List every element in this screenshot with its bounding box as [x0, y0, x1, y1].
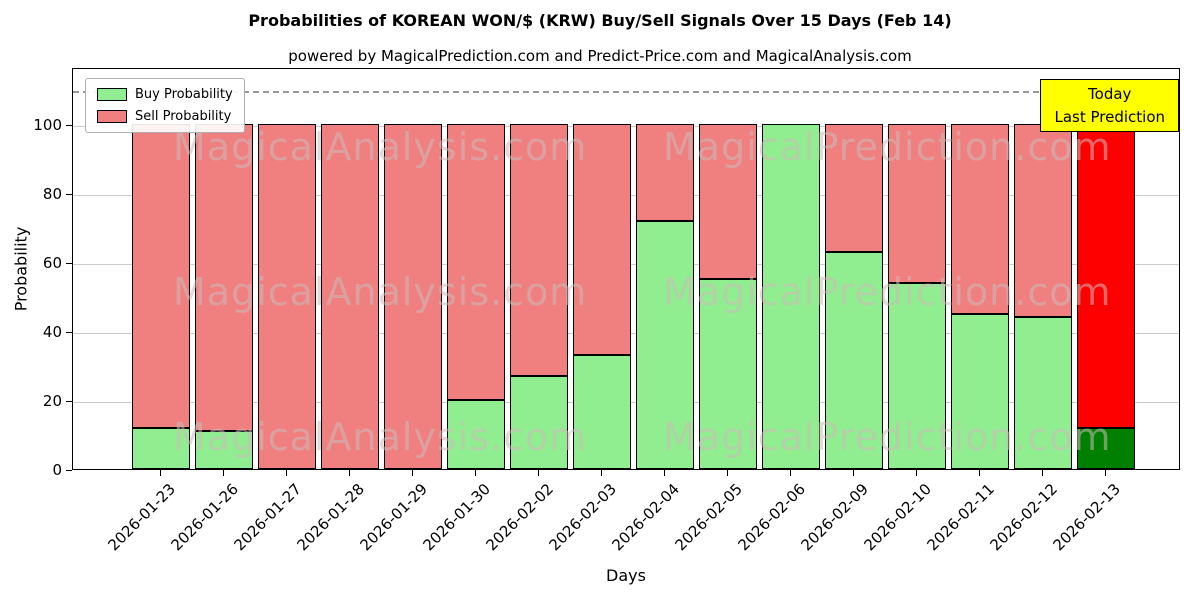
x-tick-mark	[979, 470, 980, 476]
x-tick-label-text: 2026-02-12	[986, 480, 1061, 555]
legend-item-sell: Sell Probability	[97, 109, 233, 124]
y-axis-label: Probability	[11, 226, 31, 312]
bar-segment	[951, 313, 1009, 469]
legend-item-buy: Buy Probability	[97, 87, 233, 102]
bar-segment	[258, 123, 316, 469]
bar-segment	[132, 427, 190, 469]
x-tick-mark	[223, 470, 224, 476]
buy-color-swatch	[97, 88, 127, 101]
y-tick-label: 100	[33, 115, 62, 134]
x-tick-label-text: 2026-02-03	[545, 480, 620, 555]
x-tick-mark	[790, 470, 791, 476]
x-axis-label: Days	[606, 566, 646, 585]
watermark-text: MagicalPrediction.com	[663, 415, 1112, 459]
chart-subtitle: powered by MagicalPrediction.com and Pre…	[288, 47, 912, 65]
x-tick-mark	[286, 470, 287, 476]
x-tick-label-text: 2026-02-13	[1049, 480, 1124, 555]
bar-segment	[510, 375, 568, 469]
bar-segment	[888, 123, 946, 283]
bar-segment	[1014, 317, 1072, 469]
y-tick-label: 40	[42, 322, 62, 341]
x-tick-label-text: 2026-01-26	[167, 480, 242, 555]
x-tick-label-text: 2026-02-06	[734, 480, 809, 555]
x-tick-label-text: 2026-01-27	[230, 480, 305, 555]
y-tick-mark	[66, 193, 72, 195]
legend-label-sell: Sell Probability	[135, 109, 232, 124]
watermark-text: MagicalAnalysis.com	[173, 270, 588, 314]
chart-title: Probabilities of KOREAN WON/$ (KRW) Buy/…	[248, 11, 952, 30]
x-tick-mark	[538, 470, 539, 476]
x-tick-label-text: 2026-02-02	[482, 480, 557, 555]
bar-segment	[195, 123, 253, 432]
x-tick-label-text: 2026-02-10	[860, 480, 935, 555]
watermark-text: MagicalPrediction.com	[663, 125, 1112, 169]
x-tick-mark	[475, 470, 476, 476]
bar-segment	[636, 220, 694, 469]
x-tick-mark	[160, 470, 161, 476]
y-tick-mark	[66, 262, 72, 264]
x-tick-mark	[916, 470, 917, 476]
bar-segment	[636, 123, 694, 221]
bar-segment	[951, 123, 1009, 314]
bar-segment	[510, 123, 568, 376]
y-tick-mark	[66, 124, 72, 126]
bar-segment	[1077, 123, 1135, 428]
bar-segment	[1014, 123, 1072, 318]
bar-segment	[447, 400, 505, 469]
bar-segment	[573, 123, 631, 356]
y-tick-label: 0	[52, 461, 62, 479]
y-tick-label: 60	[42, 253, 62, 272]
bar-segment	[195, 431, 253, 469]
bar-segment	[888, 282, 946, 469]
y-tick-label: 80	[42, 184, 62, 203]
x-tick-mark	[853, 470, 854, 476]
x-tick-mark	[727, 470, 728, 476]
x-tick-mark	[601, 470, 602, 476]
today-annotation-line1: Today	[1088, 85, 1132, 103]
x-tick-mark	[412, 470, 413, 476]
today-annotation-box: Today Last Prediction	[1040, 79, 1179, 132]
watermark-text: MagicalAnalysis.com	[173, 415, 588, 459]
bar-segment	[825, 123, 883, 252]
x-tick-mark	[664, 470, 665, 476]
upper-threshold-dashed-line	[73, 91, 1179, 94]
today-annotation-line2: Last Prediction	[1054, 107, 1165, 126]
x-tick-mark	[349, 470, 350, 476]
bar-segment	[132, 123, 190, 428]
bar-segment	[762, 123, 820, 469]
x-tick-label-text: 2026-01-29	[356, 480, 431, 555]
bar-segment	[825, 251, 883, 469]
x-tick-label-text: 2026-01-30	[419, 480, 494, 555]
bar-segment	[699, 123, 757, 280]
sell-color-swatch	[97, 110, 127, 123]
bar-segment	[573, 355, 631, 469]
x-tick-label-text: 2026-01-28	[293, 480, 368, 555]
x-tick-mark	[1042, 470, 1043, 476]
bar-segment	[321, 123, 379, 469]
bar-segment	[384, 123, 442, 469]
legend: Buy Probability Sell Probability	[85, 78, 245, 133]
y-tick-mark	[66, 470, 72, 471]
bar-segment	[447, 123, 505, 400]
x-tick-mark	[1105, 470, 1106, 476]
bar-segment	[699, 279, 757, 469]
y-tick-mark	[66, 331, 72, 333]
x-tick-label-text: 2026-01-23	[104, 480, 179, 555]
legend-label-buy: Buy Probability	[135, 87, 233, 102]
x-tick-label-text: 2026-02-05	[671, 480, 746, 555]
x-tick-label-text: 2026-02-11	[923, 480, 998, 555]
plot-area: MagicalAnalysis.com MagicalPrediction.com…	[72, 68, 1180, 470]
y-tick-mark	[66, 400, 72, 402]
bar-segment	[1077, 427, 1135, 469]
x-tick-label-text: 2026-02-09	[797, 480, 872, 555]
y-tick-label: 20	[42, 391, 62, 410]
watermark-text: MagicalPrediction.com	[663, 270, 1112, 314]
x-tick-label-text: 2026-02-04	[608, 480, 683, 555]
